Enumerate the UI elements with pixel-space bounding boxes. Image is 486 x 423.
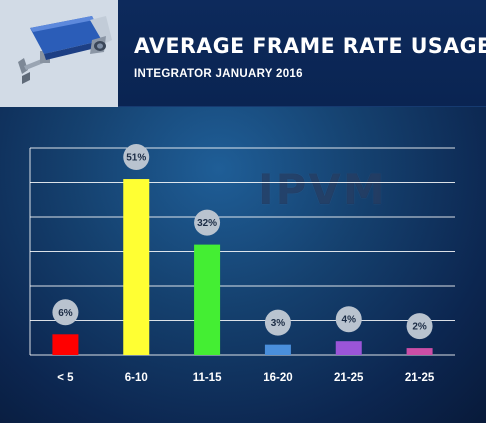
bar: [406, 348, 433, 355]
gridlines: [29, 147, 455, 356]
x-tick-label: < 5: [57, 372, 74, 384]
header-banner: AVERAGE FRAME RATE USAGE INTEGRATOR JANU…: [0, 0, 486, 107]
security-camera-icon: [0, 0, 118, 107]
bar: [335, 341, 362, 355]
data-label-bubble: [52, 299, 79, 326]
data-label-bubble: [194, 209, 221, 236]
data-labels: 6% 51% 32% 3% 4% 2%: [52, 144, 433, 340]
bar: [264, 344, 291, 355]
bars: [52, 179, 433, 355]
data-label-bubble: [264, 309, 291, 336]
chart-subtitle: INTEGRATOR JANUARY 2016: [134, 68, 303, 80]
x-tick-labels: < 5 6-10 11-15 16-20 21-25 21-25: [57, 372, 435, 384]
data-label: 3%: [271, 318, 286, 329]
data-label: 6%: [58, 308, 73, 319]
data-label: 4%: [342, 315, 357, 326]
data-label: 2%: [412, 322, 427, 333]
bar: [123, 179, 150, 355]
data-label-bubble: [406, 313, 433, 340]
ipvm-watermark: IPVM: [258, 165, 387, 214]
bar: [194, 244, 221, 355]
x-tick-label: 21-25: [334, 372, 364, 384]
x-tick-label: 11-15: [193, 372, 222, 384]
data-label: 51%: [126, 153, 146, 164]
data-label: 32%: [197, 218, 217, 229]
x-tick-label: 16-20: [263, 372, 292, 384]
data-label-bubble: [123, 144, 150, 171]
chart-title: AVERAGE FRAME RATE USAGE: [134, 34, 486, 58]
data-label-bubble: [335, 306, 362, 333]
bar: [52, 334, 79, 355]
x-tick-label: 6-10: [125, 372, 148, 384]
x-tick-label: 21-25: [405, 372, 435, 384]
